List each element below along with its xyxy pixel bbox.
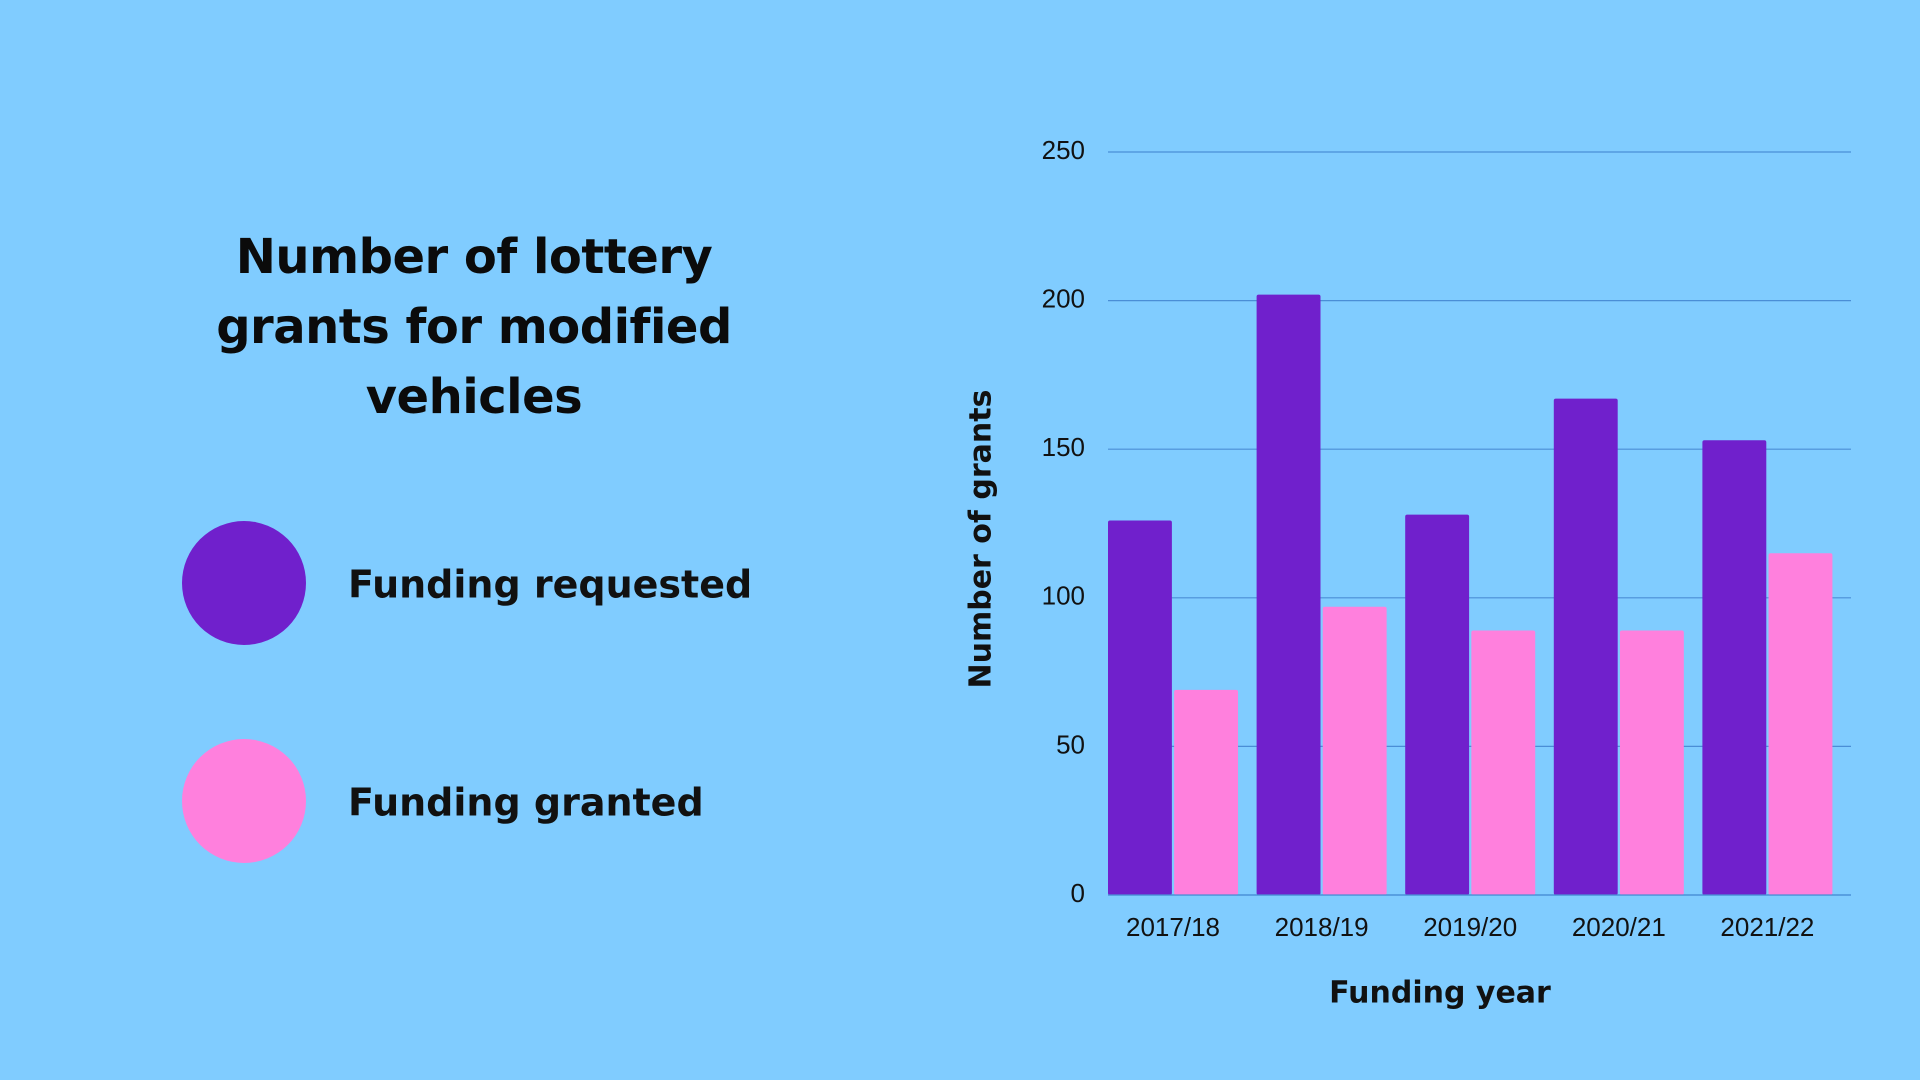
y-tick-label: 50 [1056,729,1085,759]
chart-title: Number of lottery grants for modified ve… [216,229,732,425]
bar [1702,440,1767,895]
x-tick-label: 2017/18 [1126,912,1220,942]
bar [1553,398,1618,895]
y-tick-label: 200 [1042,283,1085,313]
y-tick-label: 0 [1071,878,1085,908]
bar [1471,630,1536,895]
y-tick-label: 250 [1042,135,1085,165]
x-tick-label: 2018/19 [1275,912,1369,942]
x-tick-label: 2019/20 [1423,912,1517,942]
bar [1174,689,1239,895]
bar [1768,553,1833,895]
x-axis-title: Funding year [1329,976,1551,1011]
y-axis-title: Number of grants [964,390,999,689]
legend-swatch [182,739,306,863]
bar [1256,294,1321,895]
bar [1405,514,1470,895]
x-tick-label: 2020/21 [1572,912,1666,942]
legend-swatch [182,521,306,645]
y-tick-label: 150 [1042,432,1085,462]
bar [1322,606,1387,895]
bar [1108,520,1172,895]
legend-label: Funding requested [348,563,752,607]
bar [1619,630,1684,895]
y-tick-label: 100 [1042,581,1085,611]
x-tick-label: 2021/22 [1720,912,1814,942]
legend-label: Funding granted [348,781,704,825]
